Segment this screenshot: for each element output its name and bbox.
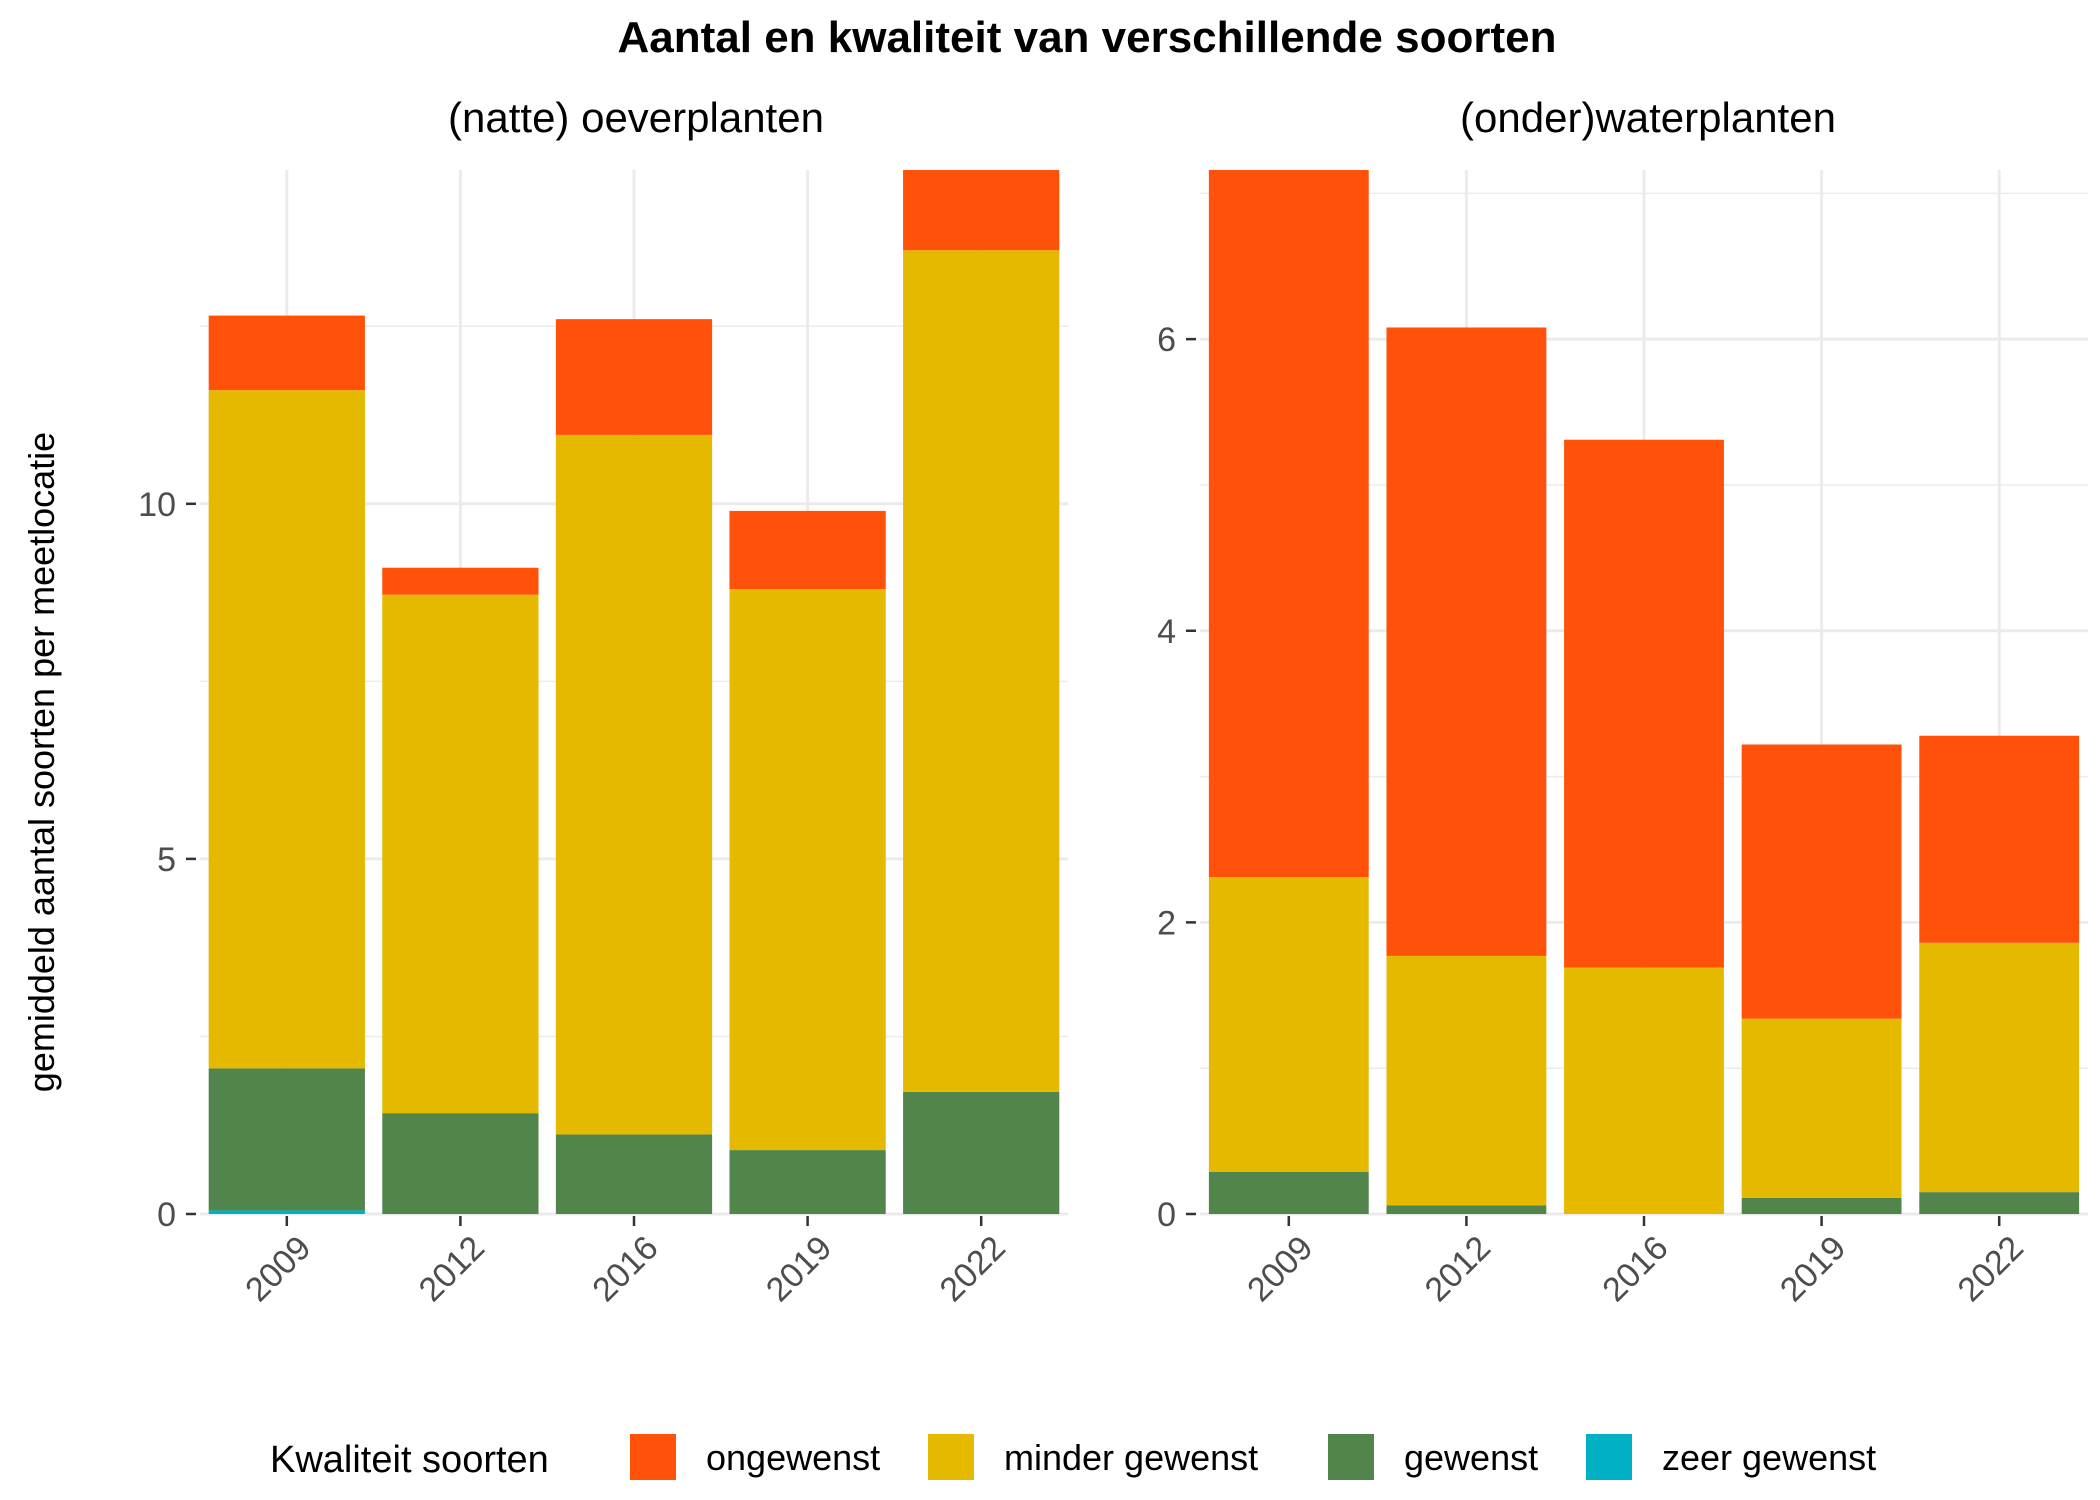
legend-swatch	[928, 1434, 974, 1480]
bars	[1208, 170, 2080, 1214]
y-tick-label: 2	[1157, 904, 1176, 942]
bar-segment	[903, 170, 1060, 251]
bar-segment	[1386, 1205, 1547, 1214]
bar-segment	[1919, 1192, 2080, 1214]
panel-subtitle: (onder)waterplanten	[1460, 94, 1836, 141]
bar-segment	[1741, 1197, 1902, 1214]
bar-segment	[382, 567, 539, 595]
panel-subtitle: (natte) oeverplanten	[448, 94, 824, 141]
bar-segment	[555, 434, 713, 1135]
legend-title: Kwaliteit soorten	[270, 1439, 549, 1481]
bar-segment	[555, 1134, 713, 1214]
bar-segment	[555, 319, 713, 435]
bar-segment	[903, 250, 1060, 1092]
y-axis-ticks: 0 5 10	[138, 486, 196, 1234]
bar-segment	[208, 390, 365, 1069]
bar-segment	[1208, 877, 1369, 1172]
legend-label: ongewenst	[706, 1437, 880, 1478]
bar-segment	[729, 1150, 886, 1214]
bar-segment	[1386, 955, 1547, 1206]
bar-segment	[1564, 967, 1724, 1214]
y-tick-label: 4	[1157, 613, 1176, 651]
bar-segment	[382, 594, 539, 1114]
bar-segment	[729, 510, 886, 590]
y-tick-label: 6	[1157, 321, 1176, 359]
bar-segment	[208, 315, 365, 391]
legend-swatch	[630, 1434, 676, 1480]
legend-label: gewenst	[1404, 1437, 1538, 1478]
y-tick-label: 0	[157, 1196, 176, 1234]
bar-segment	[1386, 327, 1547, 956]
bar-segment	[208, 1210, 365, 1214]
bar-segment	[1208, 1171, 1369, 1214]
bar-segment	[1741, 1018, 1902, 1198]
bar-segment	[1919, 735, 2080, 943]
y-tick-label: 10	[138, 486, 176, 524]
bar-segment	[1919, 942, 2080, 1193]
legend-label: minder gewenst	[1004, 1437, 1258, 1478]
y-axis-title: gemiddeld aantal soorten per meetlocatie	[21, 432, 62, 1092]
y-tick-label: 5	[157, 841, 176, 879]
legend: Kwaliteit soorten ongewenst minder gewenst…	[270, 1434, 1876, 1481]
bar-segment	[1564, 439, 1724, 968]
bar-segment	[382, 1113, 539, 1214]
legend-swatch	[1586, 1434, 1632, 1480]
chart-title: Aantal en kwaliteit van verschillende so…	[618, 13, 1557, 62]
y-tick-label: 0	[1157, 1196, 1176, 1234]
bar-segment	[208, 1068, 365, 1211]
bars	[208, 170, 1060, 1214]
bar-segment	[903, 1091, 1060, 1214]
y-axis-ticks: 0 2 4 6	[1157, 321, 1196, 1234]
bar-segment	[1208, 170, 1369, 878]
bar-segment	[729, 589, 886, 1151]
legend-swatch	[1328, 1434, 1374, 1480]
bar-segment	[1741, 744, 1902, 1019]
legend-label: zeer gewenst	[1662, 1437, 1876, 1478]
